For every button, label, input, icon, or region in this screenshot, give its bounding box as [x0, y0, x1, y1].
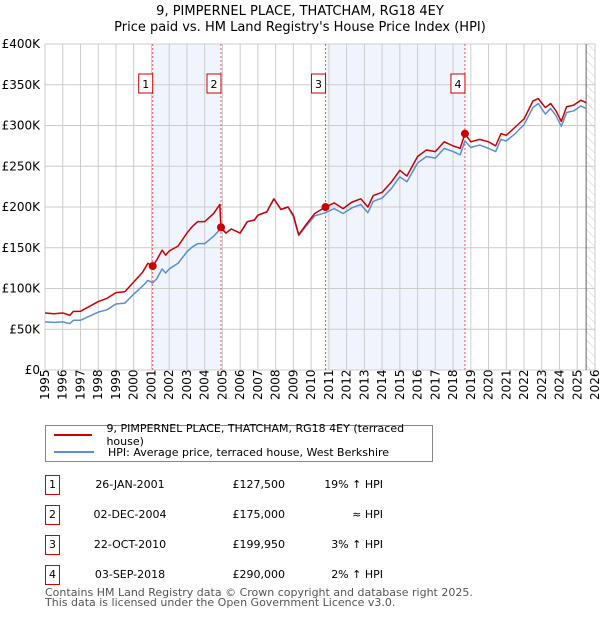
sale-point: [217, 223, 225, 232]
transaction-price: £127,500: [232, 478, 286, 491]
sale-label: 1: [142, 78, 149, 91]
x-tick-label: 2018: [446, 369, 460, 400]
transaction-hpi-compare: 2% ↑ HPI: [331, 568, 383, 581]
y-tick-label: £100K: [2, 282, 42, 296]
x-tick-label: 1997: [73, 369, 87, 400]
x-tick-label: 2005: [215, 369, 229, 400]
legend-item-hpi: HPI: Average price, terraced house, West…: [54, 444, 389, 460]
transaction-marker: 2: [45, 505, 60, 525]
legend-item-property: 9, PIMPERNEL PLACE, THATCHAM, RG18 4EY (…: [54, 422, 432, 448]
transaction-row: 1 26-JAN-2001 £127,500 19% ↑ HPI: [45, 475, 405, 495]
transaction-row: 2 02-DEC-2004 £175,000 ≈ HPI: [45, 505, 405, 525]
legend-label-hpi: HPI: Average price, terraced house, West…: [108, 445, 390, 459]
transaction-date: 02-DEC-2004: [93, 508, 167, 521]
sale-label: 2: [211, 78, 218, 91]
sale-point: [460, 129, 469, 138]
transaction-hpi-compare: ≈ HPI: [352, 508, 383, 521]
x-tick-label: 2019: [464, 369, 478, 400]
sale-label-box: [450, 73, 466, 94]
x-tick-label: 2022: [517, 369, 531, 400]
y-tick-label: £400K: [2, 37, 42, 51]
x-tick-label: 2003: [180, 369, 194, 400]
sale-label: 4: [454, 78, 461, 91]
sale-label-box: [138, 73, 154, 94]
sale-point: [148, 262, 157, 271]
x-tick-label: 2007: [251, 369, 265, 400]
x-tick-label: 1996: [56, 369, 70, 400]
property-price-line: [44, 97, 587, 317]
x-tick-label: 2023: [535, 369, 549, 400]
x-tick-label: 2021: [499, 369, 513, 400]
y-tick-label: £50K: [9, 322, 41, 336]
x-tick-label: 2015: [393, 369, 407, 400]
x-tick-label: 2014: [375, 369, 389, 400]
sale-label-box: [311, 73, 326, 94]
transaction-row: 3 22-OCT-2010 £199,950 3% ↑ HPI: [45, 535, 405, 555]
x-tick-label: 2020: [482, 369, 496, 400]
legend-swatch-hpi: [54, 451, 94, 453]
y-tick-label: £300K: [2, 119, 42, 133]
x-tick-label: 2024: [553, 369, 567, 400]
x-tick-label: 2025: [570, 369, 584, 400]
y-tick-label: £350K: [2, 78, 42, 92]
x-tick-label: 2017: [428, 369, 442, 400]
transaction-date: 26-JAN-2001: [95, 478, 165, 491]
transaction-hpi-compare: 19% ↑ HPI: [324, 478, 383, 491]
x-tick-label: 2011: [322, 369, 336, 400]
transaction-row: 4 03-SEP-2018 £290,000 2% ↑ HPI: [45, 565, 405, 585]
footer: Contains HM Land Registry data © Crown c…: [45, 586, 473, 609]
x-tick-label: 2026: [588, 369, 600, 400]
x-tick-label: 2004: [198, 369, 212, 400]
sale-point: [321, 203, 330, 212]
x-tick-label: 2009: [286, 369, 300, 400]
transaction-marker: 1: [45, 475, 60, 495]
y-tick-label: £250K: [2, 159, 42, 173]
sale-label: 3: [315, 78, 322, 91]
chart-subtitle: Price paid vs. HM Land Registry's House …: [114, 20, 486, 35]
transaction-date: 03-SEP-2018: [94, 568, 166, 581]
x-tick-label: 2016: [411, 369, 425, 400]
x-tick-label: 1995: [38, 369, 52, 400]
y-tick-label: £200K: [2, 200, 42, 214]
x-tick-label: 2006: [233, 369, 247, 400]
x-tick-label: 2000: [127, 369, 141, 400]
x-tick-label: 2012: [340, 369, 354, 400]
x-tick-label: 2001: [144, 369, 158, 400]
transaction-marker: 4: [45, 565, 60, 585]
transaction-price: £199,950: [232, 538, 286, 551]
transaction-marker: 3: [45, 535, 60, 555]
transaction-hpi-compare: 3% ↑ HPI: [331, 538, 383, 551]
x-tick-label: 2010: [304, 369, 318, 400]
transaction-price: £175,000: [232, 508, 286, 521]
transaction-price: £290,000: [232, 568, 286, 581]
legend: 9, PIMPERNEL PLACE, THATCHAM, RG18 4EY (…: [45, 422, 433, 462]
chart-title: 9, PIMPERNEL PLACE, THATCHAM, RG18 4EY: [156, 4, 444, 19]
x-tick-label: 1999: [109, 369, 123, 400]
legend-label-property: 9, PIMPERNEL PLACE, THATCHAM, RG18 4EY (…: [106, 422, 405, 448]
footer-line-1: Contains HM Land Registry data © Crown c…: [45, 586, 473, 599]
y-tick-label: £150K: [2, 241, 42, 255]
transaction-date: 22-OCT-2010: [93, 538, 167, 551]
footer-line-2: This data is licensed under the Open Gov…: [45, 596, 396, 609]
x-tick-label: 2002: [162, 369, 176, 400]
x-tick-label: 1998: [91, 369, 105, 400]
price-chart: 1995 1996 1997 1998 1999 2000 2001 2002 2003 2004…: [2, 37, 600, 400]
sale-label-box: [206, 73, 222, 94]
x-tick-label: 2008: [269, 369, 283, 400]
x-tick-label: 2013: [357, 369, 371, 400]
y-tick-label: £0: [25, 363, 40, 377]
legend-swatch-property: [54, 434, 93, 436]
